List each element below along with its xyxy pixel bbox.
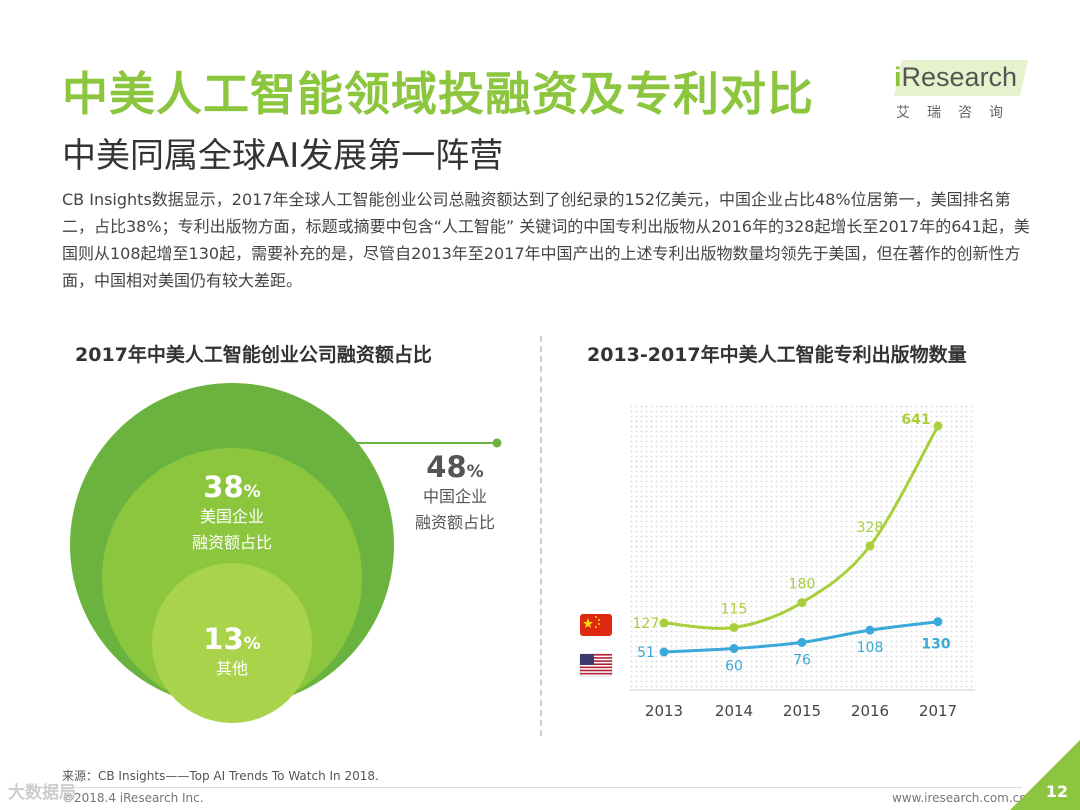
pie-chart-title: 2017年中美人工智能创业公司融资额占比 (75, 344, 432, 366)
logo-chinese: 艾瑞咨询 (896, 105, 1020, 121)
footer-divider (62, 787, 1022, 788)
page-number: 12 (1045, 782, 1068, 801)
logo-wordmark: iResearch (894, 62, 1017, 93)
copyright-text: ©2018.4 iResearch Inc. (62, 791, 204, 805)
other-pct-sign: % (243, 634, 261, 654)
usa-slice-label: 38% 美国企业 融资额占比 (152, 470, 312, 556)
data-label: 108 (857, 640, 884, 656)
x-tick-label: 2015 (783, 702, 821, 720)
section-divider (540, 336, 542, 736)
usa-flag-icon (579, 653, 613, 677)
data-label: 328 (857, 520, 884, 536)
data-label: 115 (721, 601, 748, 617)
china-label-line2: 融资额占比 (414, 513, 495, 532)
x-tick-label: 2013 (645, 702, 683, 720)
data-label: 51 (637, 645, 655, 661)
iresearch-logo: iResearch 艾瑞咨询 (890, 58, 1030, 128)
callout-dot (492, 438, 502, 448)
page-corner-icon (1010, 740, 1080, 810)
data-label: 180 (789, 577, 816, 593)
x-tick-label: 2017 (919, 702, 957, 720)
patent-line-chart: 127 115 180 328 641 51 60 76 108 130 2013 2014 2015… (579, 404, 975, 720)
usa-pct: 38 (203, 470, 244, 504)
logo-i: i (894, 62, 902, 92)
other-slice-label: 13% 其他 (152, 622, 312, 682)
usa-pct-sign: % (243, 482, 261, 502)
series-line-0 (663, 425, 940, 630)
china-pct-sign: % (466, 462, 484, 482)
usa-label-line2: 融资额占比 (191, 533, 272, 552)
data-point (659, 618, 669, 628)
data-label: 127 (633, 616, 660, 632)
data-point (797, 637, 807, 647)
data-point (659, 647, 669, 657)
page-subtitle: 中美同属全球AI发展第一阵营 (62, 136, 504, 176)
data-label: 76 (793, 652, 811, 668)
x-tick-label: 2016 (851, 702, 889, 720)
data-point (729, 644, 739, 654)
data-point (933, 421, 943, 431)
logo-leaf-icon (894, 60, 1028, 96)
other-pct: 13 (203, 622, 244, 656)
data-point (933, 617, 943, 627)
other-label-line1: 其他 (215, 659, 248, 678)
line-chart-title: 2013-2017年中美人工智能专利出版物数量 (587, 344, 967, 366)
data-label: 641 (901, 412, 930, 428)
watermark-text: 大数据局 (8, 783, 76, 803)
source-note: 来源：CB Insights——Top AI Trends To Watch I… (62, 769, 379, 783)
x-tick-label: 2014 (715, 702, 753, 720)
china-pct: 48 (426, 450, 467, 484)
data-point (865, 625, 875, 635)
logo-research: Research (901, 62, 1018, 92)
data-point (865, 541, 875, 551)
data-point (797, 598, 807, 608)
page-title: 中美人工智能领域投融资及专利对比 (62, 67, 814, 121)
data-label: 60 (725, 659, 743, 675)
data-label: 130 (921, 637, 950, 653)
usa-label-line1: 美国企业 (199, 507, 264, 526)
china-flag-icon (580, 614, 612, 636)
china-slice-label: 48% 中国企业 融资额占比 (400, 450, 510, 536)
website-link[interactable]: www.iresearch.com.cn (892, 791, 1027, 805)
data-point (729, 622, 739, 632)
description-text: CB Insights数据显示，2017年全球人工智能创业公司总融资额达到了创纪… (62, 190, 1030, 290)
china-label-line1: 中国企业 (422, 487, 487, 506)
